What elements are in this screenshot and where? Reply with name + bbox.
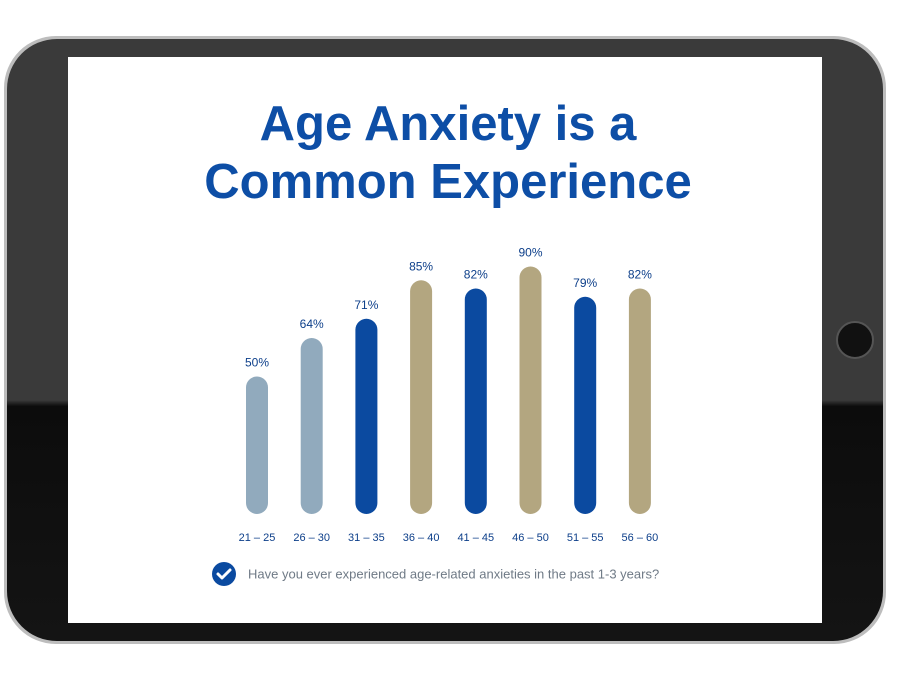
category-label: 21 – 25 [239,532,276,544]
category-label: 41 – 45 [457,532,494,544]
home-button[interactable] [836,321,874,359]
value-label: 90% [518,246,542,260]
category-label: 56 – 60 [622,532,659,544]
bar [410,280,433,514]
category-label: 51 – 55 [567,532,604,544]
category-label: 36 – 40 [403,532,440,544]
bar [464,288,487,514]
bar [574,296,597,514]
question: Have you ever experienced age-related an… [248,566,659,581]
value-label: 82% [628,268,652,282]
check-mark [216,568,232,580]
category-label: 26 – 30 [293,532,330,544]
title-line: Common Experience [204,155,691,209]
value-label: 85% [409,259,433,273]
bar [628,288,651,514]
value-label: 64% [300,317,324,331]
bar [300,338,323,514]
category-label: 31 – 35 [348,532,385,544]
title-line: Age Anxiety is a [260,97,637,151]
bar [246,376,268,514]
value-label: 50% [245,356,269,370]
value-label: 79% [573,276,597,290]
bar [355,318,378,514]
value-label: 82% [464,268,488,282]
category-label: 46 – 50 [512,532,549,544]
bar [519,266,542,514]
value-label: 71% [354,298,378,312]
bar-chart: 50% 21 – 25 64% 26 – 30 71% 31 – 35 85% 36 – 40… [239,246,659,544]
screen [68,57,822,623]
